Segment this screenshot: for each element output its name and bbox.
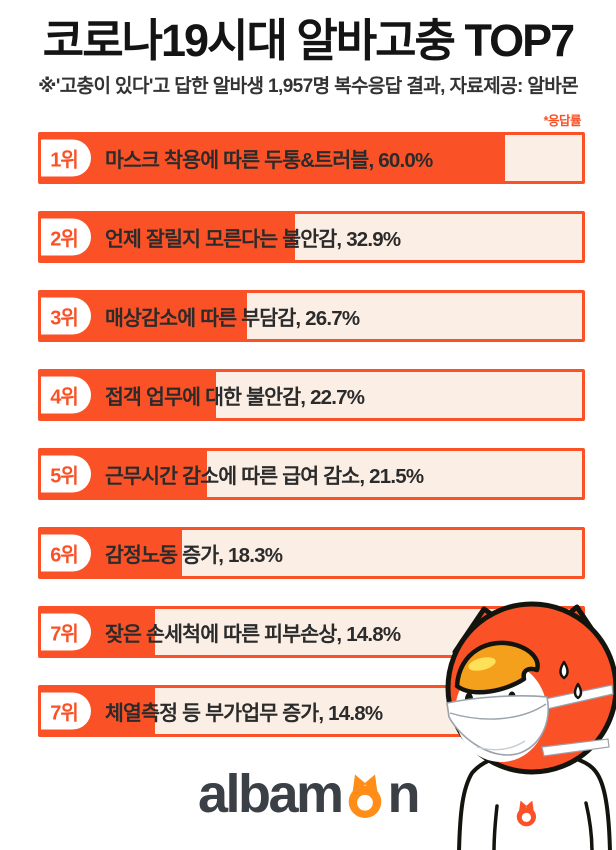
rank-badge: 7위 bbox=[41, 613, 91, 651]
face-mask bbox=[446, 695, 549, 756]
rank-badge-label: 7위 bbox=[50, 623, 79, 646]
cat-head-o-icon bbox=[348, 774, 381, 818]
bar-label: 언제 잘릴지 모른다는 불안감, 32.9% bbox=[105, 228, 401, 252]
rank-badge-label: 7위 bbox=[50, 702, 79, 725]
sweat-drop-2 bbox=[573, 682, 583, 700]
rank-badge-label: 4위 bbox=[50, 386, 79, 409]
bar-fill bbox=[41, 135, 505, 182]
logo-text-right: n bbox=[387, 764, 421, 825]
mascot-hair bbox=[454, 640, 540, 695]
rank-badge: 6위 bbox=[41, 534, 91, 572]
bar-label: 마스크 착용에 따른 두통&트러블, 60.0% bbox=[105, 149, 433, 173]
rank-badge: 5위 bbox=[41, 455, 91, 493]
rank-badge: 4위 bbox=[41, 376, 91, 414]
bar-label: 잦은 손세척에 따른 피부손상, 14.8% bbox=[105, 623, 401, 647]
chart-note: *응답률 bbox=[543, 114, 582, 129]
face-mask-fold bbox=[449, 703, 547, 720]
rank-badge-label: 3위 bbox=[50, 307, 79, 330]
bar-row: 2위 언제 잘릴지 모른다는 불안감, 32.9% bbox=[38, 211, 585, 264]
rank-badge-label: 2위 bbox=[50, 228, 79, 251]
bar-row: 5위 근무시간 감소에 따른 급여 감소, 21.5% bbox=[38, 448, 585, 501]
rank-badge-label: 6위 bbox=[50, 544, 79, 567]
albamon-cat-mascot bbox=[445, 601, 616, 850]
page-title: 코로나19시대 알바고충 TOP7 bbox=[42, 15, 575, 66]
rank-badge: 1위 bbox=[41, 139, 91, 177]
bar-row: 6위 감정노동 증가, 18.3% bbox=[38, 527, 585, 580]
logo-text-left: albam bbox=[197, 764, 344, 825]
rank-badge-label: 5위 bbox=[50, 465, 79, 488]
brand-logo: albam n bbox=[0, 767, 616, 821]
bar-chart: *응답률 1위 마스크 착용에 따른 두통&트러블, 60.0% 2위 언제 잘… bbox=[38, 110, 585, 738]
mascot-chest-logo bbox=[516, 800, 537, 827]
bar-label: 접객 업무에 대한 불안감, 22.7% bbox=[105, 386, 365, 410]
rank-badge: 3위 bbox=[41, 297, 91, 335]
rank-badge: 2위 bbox=[41, 218, 91, 256]
page-subtitle: ※'고충이 있다'고 답한 알바생 1,957명 복수응답 결과, 자료제공: … bbox=[37, 76, 579, 98]
rank-badge: 7위 bbox=[41, 692, 91, 730]
sweat-drop-1 bbox=[559, 660, 569, 680]
bar-row: 1위 마스크 착용에 따른 두통&트러블, 60.0% bbox=[38, 132, 585, 185]
face-mask-crease bbox=[476, 740, 526, 751]
bar-label: 체열측정 등 부가업무 증가, 14.8% bbox=[105, 702, 383, 726]
bar-label: 근무시간 감소에 따른 급여 감소, 21.5% bbox=[105, 465, 424, 489]
bar-row: 4위 접객 업무에 대한 불안감, 22.7% bbox=[38, 369, 585, 422]
bar-label: 매상감소에 따른 부담감, 26.7% bbox=[105, 307, 360, 331]
rank-badge-label: 1위 bbox=[50, 149, 79, 172]
bar-row: 3위 매상감소에 따른 부담감, 26.7% bbox=[38, 290, 585, 343]
bar-list: 1위 마스크 착용에 따른 두통&트러블, 60.0% 2위 언제 잘릴지 모른… bbox=[38, 132, 585, 738]
mascot-hair-highlight bbox=[468, 657, 496, 671]
mask-strap-lower bbox=[541, 738, 610, 757]
bar-label: 감정노동 증가, 18.3% bbox=[105, 544, 283, 568]
